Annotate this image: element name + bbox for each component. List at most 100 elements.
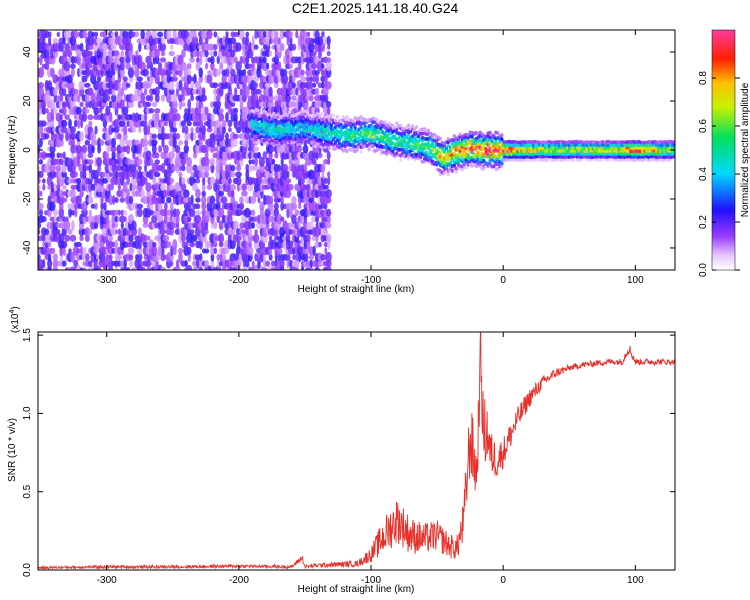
spectrogram-cell: [93, 221, 99, 230]
spectrogram-cell: [154, 108, 161, 114]
spectrogram-cell: [190, 233, 195, 244]
spectrogram-cell: [251, 222, 255, 229]
spectrogram-cell: [283, 87, 288, 96]
spectrogram-cell: [279, 258, 285, 269]
snr-multiplier: (x104): [9, 306, 21, 333]
spectrogram-cell: [251, 209, 256, 216]
spectrogram-cell: [64, 30, 71, 40]
spectrogram-cell: [74, 42, 78, 52]
spectrogram-cell: [166, 251, 172, 263]
spectrogram-cell: [187, 70, 192, 76]
spectrogram-cell: [241, 112, 248, 122]
x-tick-label: -300: [97, 575, 117, 586]
spectrogram-cell: [170, 245, 174, 257]
spectrogram-cell: [247, 176, 253, 186]
spectrogram-cell: [192, 152, 198, 159]
spectrogram-cell: [129, 162, 133, 174]
spectrogram-cell: [314, 87, 320, 96]
spectrogram-cell: [571, 158, 575, 163]
spectrogram-cell: [146, 190, 151, 197]
spectrogram-cell: [82, 170, 87, 179]
spectrogram-cell: [318, 241, 322, 248]
spectrogram-cell: [210, 252, 215, 262]
chart-title: C2E1.2025.141.18.40.G24: [292, 0, 459, 16]
spectrogram-cell: [55, 112, 62, 122]
spectrogram-cell: [298, 127, 302, 132]
spectrogram-cell: [316, 60, 324, 72]
spectrogram-cell: [228, 177, 232, 185]
spectrogram-cell: [112, 170, 116, 179]
spectrogram-cell: [52, 209, 58, 216]
spectrogram-cell: [38, 221, 42, 230]
spectrogram-cell: [291, 82, 296, 89]
spectrogram-cell: [239, 150, 244, 161]
spectrogram-cell: [128, 254, 134, 261]
spectrogram-cell: [601, 157, 605, 162]
spectrogram-cell: [308, 197, 315, 203]
spectrogram-cell: [174, 182, 181, 193]
spectrogram-cell: [300, 226, 306, 238]
spectrogram-cell: [219, 156, 223, 167]
spectrogram-cell: [151, 143, 157, 155]
spectrogram-cell: [44, 108, 49, 114]
spectrogram-cell: [41, 234, 46, 242]
spectrogram-cell: [137, 143, 142, 155]
spectrogram-cell: [70, 137, 75, 148]
spectrogram-cell: [264, 246, 271, 256]
spectrogram-cell: [122, 106, 129, 116]
spectrogram-cell: [190, 82, 195, 89]
spectrogram-cell: [179, 164, 182, 172]
spectrogram-cell: [149, 61, 153, 71]
spectrogram-cell: [293, 157, 300, 167]
spectrogram-cell: [161, 37, 165, 45]
spectrogram-cell: [158, 61, 163, 71]
spectrogram-cell: [120, 260, 125, 268]
spectrogram-cell: [244, 196, 251, 204]
spectrogram-cell: [247, 221, 253, 229]
spectrogram-cell: [160, 42, 166, 52]
spectrogram-cell: [245, 36, 249, 46]
spectrogram-cell: [186, 264, 193, 270]
spectrogram-cell: [216, 138, 220, 147]
spectrogram-cell: [229, 184, 236, 191]
spectrogram-cell: [181, 177, 186, 185]
spectrogram-cell: [190, 194, 194, 206]
spectrogram-cell: [165, 69, 172, 77]
spectrogram-cell: [262, 267, 268, 270]
spectrogram-cell: [204, 209, 209, 217]
spectrogram-cell: [176, 86, 180, 97]
spectrogram-cell: [44, 133, 50, 140]
spectrogram-cell: [134, 112, 139, 122]
spectrogram-cell: [163, 150, 169, 160]
spectrogram-cell: [446, 172, 450, 177]
spectrogram-cell: [258, 156, 265, 167]
spectrogram-cell: [273, 55, 279, 65]
spectrogram-cell: [137, 114, 142, 121]
spectrogram-cell: [216, 215, 221, 224]
spectrogram-cell: [172, 93, 178, 103]
x-tick-label: 0: [500, 575, 506, 586]
y-tick-label: 20: [22, 95, 33, 107]
spectrogram-cell: [58, 207, 65, 218]
spectrogram-cell: [155, 252, 159, 263]
spectrogram-cell: [310, 140, 314, 145]
spectrogram-cell: [219, 252, 223, 263]
spectrogram-cell: [125, 56, 131, 64]
spectrogram-cell: [68, 207, 72, 218]
spectrogram-cell: [76, 182, 81, 192]
spectrogram-cell: [65, 131, 70, 142]
spectrogram-cell: [61, 171, 67, 178]
spectrogram-cell: [144, 112, 148, 123]
spectrogram-cell: [145, 182, 152, 192]
spectrogram-cell: [315, 258, 320, 269]
spectrogram-cell: [236, 126, 242, 134]
spectrogram-cell: [268, 253, 273, 261]
spectrogram-cell: [145, 55, 152, 65]
spectrogram-cell: [120, 188, 124, 199]
spectrogram-cell: [76, 151, 81, 160]
spectrogram-cell: [127, 100, 135, 108]
spectrogram-cell: [114, 222, 119, 229]
spectrogram-cell: [271, 158, 276, 165]
spectrogram-cell: [290, 202, 297, 211]
spectrogram-cell: [325, 61, 332, 72]
